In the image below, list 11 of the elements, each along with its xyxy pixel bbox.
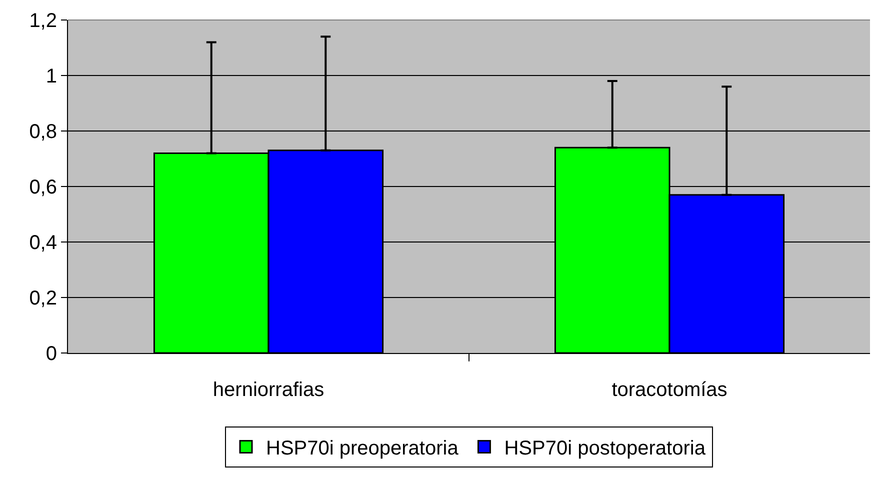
y-tick-label: 0,4 <box>29 232 57 254</box>
y-tick-label: 0,2 <box>29 288 57 310</box>
y-tick-label: 0,6 <box>29 176 57 198</box>
x-tick-label: toracotomías <box>612 379 728 401</box>
legend-label: HSP70i postoperatoria <box>504 438 706 460</box>
y-tick-label: 0 <box>46 343 57 365</box>
y-tick-label: 1,2 <box>29 10 57 32</box>
y-tick-label: 0,8 <box>29 121 57 143</box>
legend-label: HSP70i preoperatoria <box>266 438 460 460</box>
x-tick-label: herniorrafias <box>212 379 324 401</box>
y-tick-label: 1 <box>46 66 57 88</box>
